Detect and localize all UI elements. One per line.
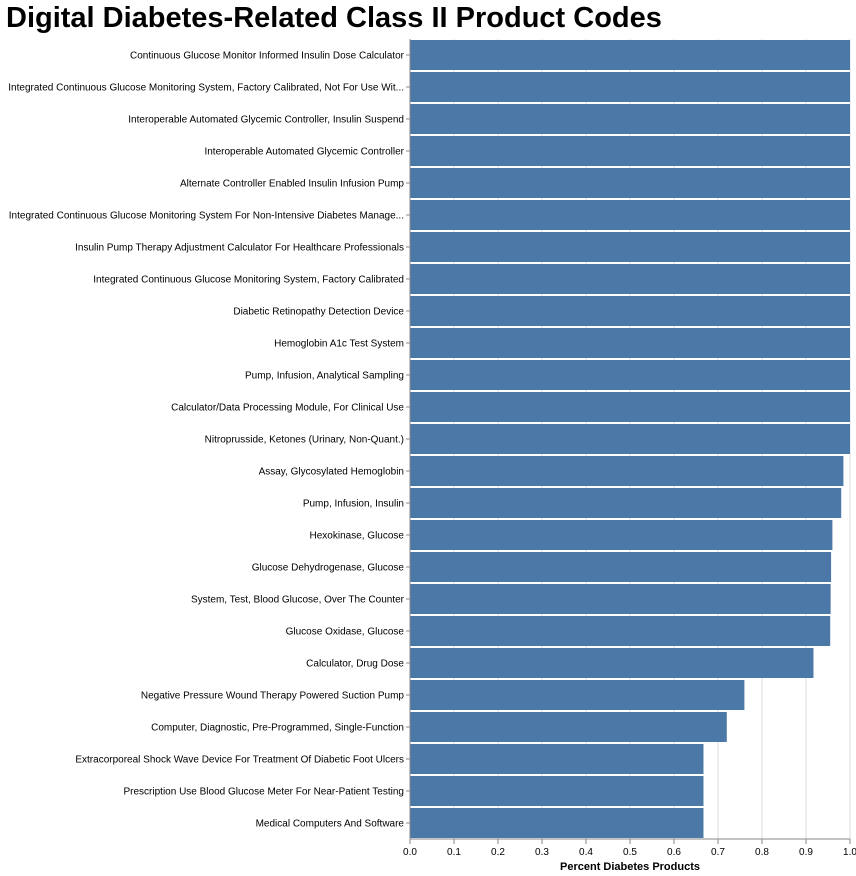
category-label: System, Test, Blood Glucose, Over The Co… <box>191 595 405 606</box>
category-label: Pump, Infusion, Analytical Sampling <box>245 371 404 382</box>
x-tick-label: 0.5 <box>623 847 637 858</box>
category-label: Nitroprusside, Ketones (Urinary, Non-Qua… <box>205 435 404 446</box>
category-label: Computer, Diagnostic, Pre-Programmed, Si… <box>151 723 404 734</box>
x-tick-label: 0.0 <box>403 847 417 858</box>
category-label: Glucose Dehydrogenase, Glucose <box>252 563 405 574</box>
chart-title: Digital Diabetes-Related Class II Produc… <box>6 2 662 34</box>
category-label: Prescription Use Blood Glucose Meter For… <box>124 787 405 798</box>
bar <box>410 808 704 838</box>
bar <box>410 136 850 166</box>
category-label: Extracorporeal Shock Wave Device For Tre… <box>75 755 404 766</box>
bar <box>410 392 850 422</box>
category-label: Negative Pressure Wound Therapy Powered … <box>141 691 405 702</box>
bar <box>410 584 831 614</box>
category-label: Integrated Continuous Glucose Monitoring… <box>8 83 404 94</box>
x-tick-label: 0.1 <box>447 847 461 858</box>
bar <box>410 552 832 582</box>
category-label: Integrated Continuous Glucose Monitoring… <box>9 211 404 222</box>
category-label: Interoperable Automated Glycemic Control… <box>204 147 404 158</box>
category-label: Integrated Continuous Glucose Monitoring… <box>93 275 404 286</box>
x-tick-label: 1.0 <box>843 847 856 858</box>
bar <box>410 328 850 358</box>
x-tick-label: 0.8 <box>755 847 769 858</box>
x-tick-label: 0.6 <box>667 847 681 858</box>
bar <box>410 72 850 102</box>
x-tick-label: 0.4 <box>579 847 593 858</box>
category-label: Calculator, Drug Dose <box>306 659 404 670</box>
bar <box>410 520 833 550</box>
category-label: Medical Computers And Software <box>256 819 405 830</box>
bar <box>410 296 850 326</box>
category-label: Assay, Glycosylated Hemoglobin <box>259 467 404 478</box>
bar <box>410 264 850 294</box>
bar <box>410 744 704 774</box>
bar <box>410 40 850 70</box>
category-label: Alternate Controller Enabled Insulin Inf… <box>180 179 404 190</box>
category-label: Interoperable Automated Glycemic Control… <box>128 115 404 126</box>
bar <box>410 648 814 678</box>
bar <box>410 232 850 262</box>
category-label: Pump, Infusion, Insulin <box>303 499 404 510</box>
bar <box>410 456 844 486</box>
bar <box>410 712 727 742</box>
bar <box>410 424 850 454</box>
x-tick-label: 0.7 <box>711 847 725 858</box>
bar <box>410 488 842 518</box>
bar <box>410 168 850 198</box>
bar <box>410 104 850 134</box>
category-label: Calculator/Data Processing Module, For C… <box>171 403 404 414</box>
category-label: Insulin Pump Therapy Adjustment Calculat… <box>75 243 404 254</box>
category-label: Diabetic Retinopathy Detection Device <box>233 307 404 318</box>
bar <box>410 200 850 230</box>
category-label: Glucose Oxidase, Glucose <box>286 627 405 638</box>
bar <box>410 360 850 390</box>
bar <box>410 776 704 806</box>
bar <box>410 616 831 646</box>
x-tick-label: 0.3 <box>535 847 549 858</box>
category-label: Continuous Glucose Monitor Informed Insu… <box>130 51 405 62</box>
x-tick-label: 0.9 <box>799 847 813 858</box>
x-tick-label: 0.2 <box>491 847 505 858</box>
x-axis-title: Percent Diabetes Products <box>560 861 700 873</box>
category-label: Hemoglobin A1c Test System <box>274 339 404 350</box>
category-label: Hexokinase, Glucose <box>310 531 405 542</box>
bar <box>410 680 745 710</box>
